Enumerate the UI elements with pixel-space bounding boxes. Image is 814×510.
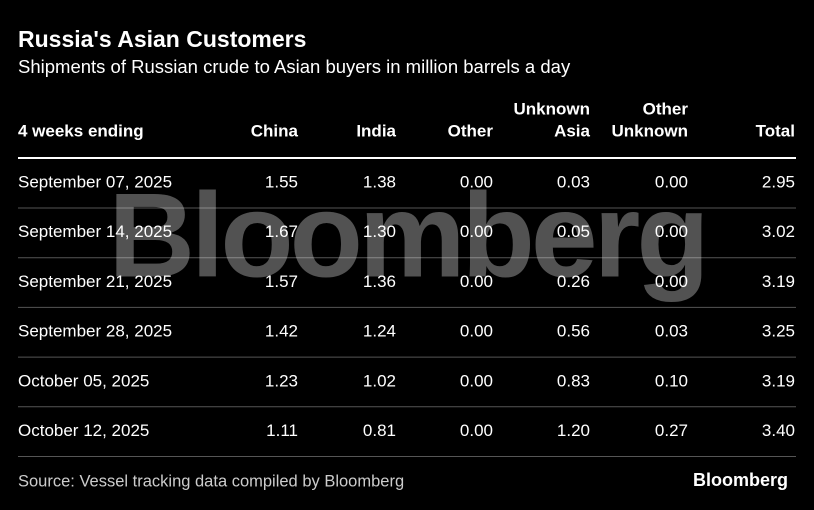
column-header: China (251, 121, 299, 140)
cell: 3.40 (762, 421, 795, 440)
watermark: Bloomberg (108, 169, 705, 303)
cell: 1.42 (265, 322, 298, 341)
cell: 0.10 (655, 371, 688, 390)
cell: 1.11 (266, 421, 298, 440)
cell: 0.05 (557, 222, 590, 241)
cell: 2.95 (762, 172, 795, 191)
column-header: 4 weeks ending (18, 121, 144, 140)
column-header: Total (756, 121, 795, 140)
logo: Bloomberg (693, 470, 788, 490)
subtitle: Shipments of Russian crude to Asian buye… (18, 56, 571, 77)
row-label: September 07, 2025 (18, 172, 172, 191)
cell: 1.23 (265, 371, 298, 390)
cell: 1.67 (265, 222, 298, 241)
cell: 3.25 (762, 322, 795, 341)
cell: 0.00 (460, 371, 493, 390)
cell: 1.55 (265, 172, 298, 191)
cell: 3.19 (762, 371, 795, 390)
column-header: Unknown (612, 121, 689, 140)
row-label: October 12, 2025 (18, 421, 149, 440)
cell: 0.00 (460, 272, 493, 291)
row-label: September 21, 2025 (18, 272, 172, 291)
cell: 0.03 (655, 322, 688, 341)
column-header: Unknown (514, 99, 591, 118)
cell: 0.26 (557, 272, 590, 291)
cell: 1.24 (363, 322, 396, 341)
title: Russia's Asian Customers (18, 26, 306, 52)
cell: 3.19 (762, 272, 795, 291)
column-header: India (356, 121, 396, 140)
column-header: Other (448, 121, 494, 140)
cell: 0.00 (655, 222, 688, 241)
column-header: Asia (554, 121, 590, 140)
source: Source: Vessel tracking data compiled by… (18, 472, 404, 490)
cell: 0.00 (460, 222, 493, 241)
cell: 3.02 (762, 222, 795, 241)
row-label: September 14, 2025 (18, 222, 172, 241)
cell: 1.36 (363, 272, 396, 291)
cell: 0.00 (655, 172, 688, 191)
cell: 0.00 (460, 172, 493, 191)
cell: 0.81 (363, 421, 396, 440)
cell: 0.00 (460, 421, 493, 440)
cell: 0.27 (655, 421, 688, 440)
row-label: September 28, 2025 (18, 322, 172, 341)
cell: 1.38 (363, 172, 396, 191)
cell: 1.30 (363, 222, 396, 241)
cell: 1.20 (557, 421, 590, 440)
row-label: October 05, 2025 (18, 371, 149, 390)
cell: 0.56 (557, 322, 590, 341)
cell: 1.57 (265, 272, 298, 291)
cell: 0.00 (655, 272, 688, 291)
cell: 0.00 (460, 322, 493, 341)
cell: 1.02 (363, 371, 396, 390)
cell: 0.03 (557, 172, 590, 191)
cell: 0.83 (557, 371, 590, 390)
column-header: Other (643, 99, 689, 118)
